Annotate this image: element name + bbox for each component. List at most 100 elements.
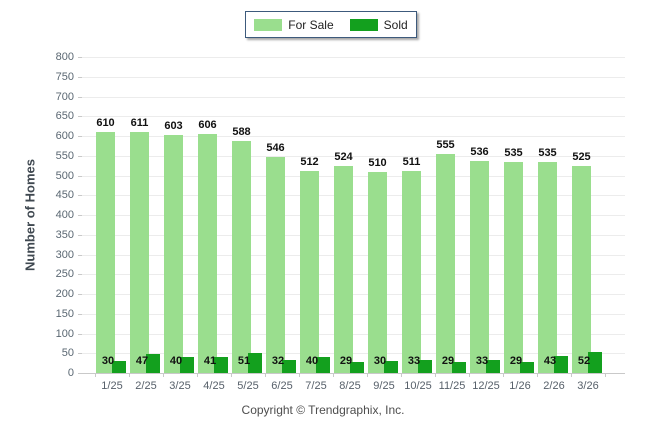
gridline bbox=[82, 255, 625, 256]
bar-for-sale bbox=[130, 132, 149, 373]
bar-value-for-sale: 610 bbox=[96, 117, 115, 129]
bar-value-for-sale: 524 bbox=[334, 151, 353, 163]
bar-for-sale bbox=[164, 135, 183, 373]
x-axis-tick bbox=[605, 373, 606, 377]
y-axis-tick-label: 700 bbox=[55, 91, 74, 103]
y-axis-tick bbox=[78, 294, 82, 295]
bar-value-for-sale: 588 bbox=[232, 126, 251, 138]
bar-sold bbox=[588, 352, 602, 373]
x-axis-tick-label: 3/25 bbox=[169, 380, 191, 392]
y-axis-tick bbox=[78, 255, 82, 256]
y-axis-tick-label: 300 bbox=[55, 249, 74, 261]
bar-sold bbox=[486, 360, 500, 373]
bar-for-sale bbox=[504, 162, 523, 373]
x-axis-tick-label: 6/25 bbox=[271, 380, 293, 392]
bar-for-sale bbox=[300, 171, 319, 373]
gridline bbox=[82, 353, 625, 354]
bar-for-sale bbox=[96, 132, 115, 373]
bar-value-for-sale: 536 bbox=[470, 146, 489, 158]
bar-value-for-sale: 535 bbox=[538, 147, 557, 159]
y-axis-tick-label: 750 bbox=[55, 71, 74, 83]
x-axis-tick bbox=[367, 373, 368, 377]
y-axis-tick bbox=[78, 314, 82, 315]
x-axis-tick-label: 2/26 bbox=[543, 380, 565, 392]
y-axis-tick-label: 400 bbox=[55, 209, 74, 221]
bar-value-sold: 29 bbox=[339, 355, 353, 367]
x-axis-tick bbox=[469, 373, 470, 377]
y-axis-tick bbox=[78, 156, 82, 157]
bar-for-sale bbox=[198, 134, 217, 373]
bar-for-sale bbox=[470, 161, 489, 373]
bar-value-sold: 40 bbox=[305, 355, 319, 367]
x-axis-tick-label: 10/25 bbox=[404, 380, 432, 392]
y-axis-tick-label: 450 bbox=[55, 189, 74, 201]
bar-sold bbox=[418, 360, 432, 373]
gridline bbox=[82, 156, 625, 157]
gridline bbox=[82, 57, 625, 58]
bar-for-sale bbox=[334, 166, 353, 373]
x-axis-tick-label: 9/25 bbox=[373, 380, 395, 392]
bar-value-for-sale: 603 bbox=[164, 120, 183, 132]
legend-label-sold: Sold bbox=[383, 17, 408, 32]
x-axis-tick-label: 5/25 bbox=[237, 380, 259, 392]
x-axis-tick-label: 7/25 bbox=[305, 380, 327, 392]
x-axis-tick bbox=[163, 373, 164, 377]
bar-sold bbox=[146, 354, 160, 373]
gridline bbox=[82, 77, 625, 78]
legend: For Sale Sold bbox=[245, 11, 417, 38]
y-axis-tick bbox=[78, 334, 82, 335]
bar-for-sale bbox=[368, 172, 387, 373]
x-axis-tick-label: 8/25 bbox=[339, 380, 361, 392]
bar-value-for-sale: 535 bbox=[504, 147, 523, 159]
bar-for-sale bbox=[402, 171, 421, 373]
bar-value-for-sale: 555 bbox=[436, 139, 455, 151]
x-axis-line bbox=[82, 373, 625, 374]
y-axis-tick bbox=[78, 353, 82, 354]
gridline bbox=[82, 176, 625, 177]
legend-label-for-sale: For Sale bbox=[288, 17, 334, 32]
y-axis-tick-label: 800 bbox=[55, 51, 74, 63]
y-axis-tick bbox=[78, 176, 82, 177]
y-axis-tick bbox=[78, 136, 82, 137]
gridline bbox=[82, 235, 625, 236]
x-axis-tick bbox=[435, 373, 436, 377]
y-axis-tick bbox=[78, 77, 82, 78]
bar-sold bbox=[180, 357, 194, 373]
bar-value-for-sale: 511 bbox=[402, 156, 421, 168]
y-axis-tick-label: 200 bbox=[55, 288, 74, 300]
y-axis-tick-label: 550 bbox=[55, 150, 74, 162]
x-axis-tick bbox=[197, 373, 198, 377]
bar-value-sold: 33 bbox=[407, 355, 421, 367]
bar-value-sold: 29 bbox=[509, 355, 523, 367]
bar-sold bbox=[214, 357, 228, 373]
gridline bbox=[82, 294, 625, 295]
y-axis-tick-label: 600 bbox=[55, 130, 74, 142]
x-axis-tick bbox=[265, 373, 266, 377]
x-axis-tick bbox=[333, 373, 334, 377]
bar-value-sold: 30 bbox=[373, 355, 387, 367]
gridline bbox=[82, 97, 625, 98]
y-axis-tick bbox=[78, 57, 82, 58]
y-axis-tick bbox=[78, 116, 82, 117]
bar-for-sale bbox=[266, 157, 285, 373]
gridline bbox=[82, 314, 625, 315]
y-axis-tick-label: 350 bbox=[55, 229, 74, 241]
x-axis-tick bbox=[571, 373, 572, 377]
x-axis-tick bbox=[231, 373, 232, 377]
bar-value-for-sale: 611 bbox=[130, 117, 149, 129]
bar-sold bbox=[520, 362, 534, 373]
gridline bbox=[82, 195, 625, 196]
bar-sold bbox=[554, 356, 568, 373]
bar-value-sold: 47 bbox=[135, 355, 149, 367]
bar-value-sold: 43 bbox=[543, 355, 557, 367]
bar-value-sold: 51 bbox=[237, 355, 251, 367]
y-axis-tick-label: 250 bbox=[55, 268, 74, 280]
x-axis-tick bbox=[129, 373, 130, 377]
x-axis-tick bbox=[401, 373, 402, 377]
gridline bbox=[82, 334, 625, 335]
bar-value-sold: 33 bbox=[475, 355, 489, 367]
bar-value-for-sale: 546 bbox=[266, 142, 285, 154]
sold-swatch bbox=[349, 18, 378, 31]
gridline bbox=[82, 274, 625, 275]
